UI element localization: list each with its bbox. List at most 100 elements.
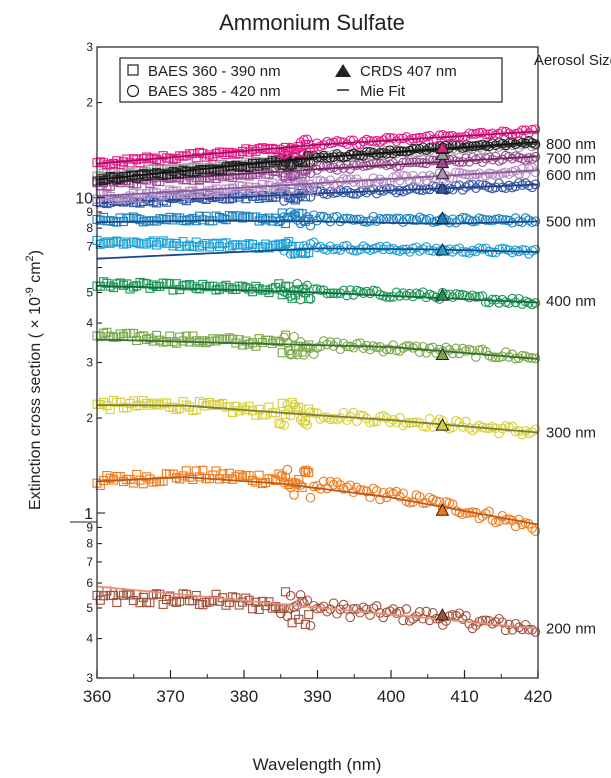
baes-circle-point	[292, 215, 303, 225]
series-5	[92, 235, 541, 260]
crds-point	[435, 288, 450, 301]
baes-square-point	[257, 143, 267, 153]
baes-circle-point	[391, 486, 402, 497]
x-axis: 360 370 380 390 400 410 420	[83, 670, 552, 706]
baes-circle-point	[299, 135, 309, 145]
baes-square-point	[145, 333, 155, 343]
baes-circle-point	[335, 160, 346, 171]
baes-circle-point	[279, 477, 289, 488]
baes-circle-point	[295, 590, 306, 600]
baes-circle-point	[398, 170, 408, 181]
baes-circle-point	[322, 213, 332, 224]
crds-point	[435, 181, 450, 194]
baes-circle-point	[421, 606, 432, 617]
y-tick-label: 2	[86, 411, 93, 425]
baes-circle-point	[424, 143, 435, 153]
baes-square-point	[221, 150, 231, 160]
baes-square-point	[181, 331, 191, 341]
baes-circle-point	[295, 294, 306, 305]
baes-circle-point	[388, 148, 399, 159]
baes-square-point	[132, 214, 142, 224]
legend: BAES 360 - 390 nm BAES 385 - 420 nm CRDS…	[119, 57, 503, 103]
baes-circle-point	[338, 285, 349, 296]
baes-circle-point	[282, 338, 293, 348]
baes-circle-point	[411, 215, 422, 225]
baes-square-point	[261, 215, 271, 225]
series-1	[92, 464, 541, 536]
baes-circle-point	[285, 207, 296, 218]
baes-circle-point	[358, 410, 369, 421]
baes-circle-point	[285, 590, 296, 601]
baes-circle-point	[477, 511, 488, 522]
baes-square-point	[264, 243, 274, 253]
x-tick-label: 360	[83, 687, 111, 706]
baes-circle-point	[348, 245, 359, 256]
baes-circle-point	[361, 178, 372, 189]
baes-circle-point	[530, 139, 541, 149]
y-tick-label: 5	[86, 601, 93, 615]
baes-circle-point	[401, 157, 412, 167]
legend-label-baes-385: BAES 385 - 420 nm	[148, 83, 281, 100]
baes-square-point	[294, 614, 304, 624]
baes-circle-point	[325, 241, 336, 252]
baes-circle-point	[471, 216, 481, 226]
baes-circle-point	[414, 347, 425, 357]
baes-square-point	[142, 398, 152, 408]
baes-circle-point	[404, 288, 415, 299]
baes-square-point	[135, 198, 145, 208]
series-12	[92, 124, 541, 170]
baes-square-point	[241, 240, 251, 250]
baes-circle-point	[487, 143, 498, 154]
baes-circle-point	[371, 216, 382, 226]
y-axis-label-unit: cm	[27, 261, 44, 287]
baes-circle-point	[358, 343, 369, 353]
baes-circle-point	[414, 491, 425, 502]
baes-square-point	[188, 213, 198, 223]
baes-circle-point	[494, 298, 504, 308]
baes-square-point	[105, 191, 115, 202]
series-0	[92, 585, 541, 637]
baes-square-point	[178, 188, 188, 199]
baes-square-point	[148, 280, 158, 290]
baes-circle-point	[394, 491, 405, 502]
legend-label-baes-360: BAES 360 - 390 nm	[148, 63, 281, 80]
baes-circle-point	[302, 134, 313, 145]
baes-circle-point	[335, 413, 346, 423]
baes-square-point	[151, 198, 162, 208]
baes-circle-point	[510, 618, 521, 629]
baes-circle-point	[474, 291, 485, 302]
y-tick-label: 4	[86, 632, 93, 646]
baes-circle-point	[494, 613, 504, 624]
baes-square-point	[300, 619, 310, 629]
baes-square-point	[105, 172, 115, 182]
baes-circle-point	[404, 157, 415, 168]
baes-circle-point	[381, 241, 392, 252]
baes-circle-point	[381, 177, 392, 188]
baes-circle-point	[454, 608, 465, 619]
crds-point	[435, 418, 450, 431]
y-tick-label: 7	[86, 239, 93, 253]
baes-square-point	[142, 334, 152, 345]
baes-circle-point	[484, 297, 494, 308]
baes-circle-point	[315, 186, 326, 197]
baes-circle-point	[318, 412, 329, 423]
baes-circle-point	[428, 142, 438, 153]
baes-circle-point	[289, 144, 299, 155]
baes-square-point	[191, 336, 201, 346]
baes-square-point	[158, 151, 168, 161]
baes-circle-point	[471, 292, 481, 302]
baes-circle-point	[308, 600, 319, 611]
baes-square-point	[271, 240, 281, 250]
y-tick-label: 1	[84, 506, 93, 523]
y-tick-label: 9	[86, 205, 93, 219]
baes-square-point	[122, 279, 132, 289]
baes-circle-point	[368, 483, 379, 494]
y-tick-label: 10	[75, 191, 93, 208]
baes-circle-point	[295, 414, 306, 425]
baes-circle-point	[404, 176, 415, 186]
y-tick-label: 7	[86, 555, 93, 569]
baes-square-point	[241, 336, 251, 346]
y-tick-label: 2	[86, 96, 93, 110]
baes-square-point	[105, 216, 115, 226]
